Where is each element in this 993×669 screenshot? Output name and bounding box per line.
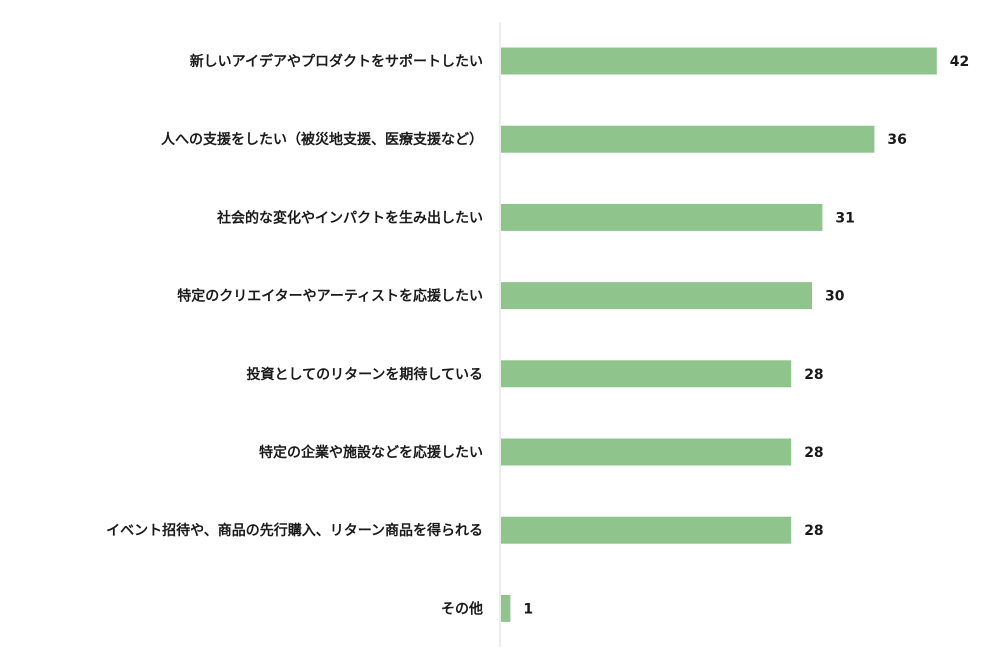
bar-0	[501, 47, 937, 75]
bars-layer: 新しいアイデアやプロダクトをサポートしたい 42 人への支援をしたい（被災地支援、医…	[106, 47, 969, 622]
category-label-5: 特定の企業や施設などを応援したい	[259, 444, 483, 461]
value-label-5: 28	[804, 445, 823, 461]
value-label-6: 28	[804, 523, 823, 539]
bar-3	[501, 282, 812, 310]
bar-1	[501, 125, 875, 153]
category-label-6: イベント招待や、商品の先行購入、リターン商品を得られる	[106, 522, 483, 539]
bar-2	[501, 203, 823, 231]
value-label-7: 1	[523, 601, 533, 617]
bar-7	[501, 594, 511, 622]
value-label-2: 31	[835, 210, 854, 226]
value-label-1: 36	[887, 132, 906, 148]
bar-5	[501, 438, 792, 466]
value-label-0: 42	[950, 54, 969, 70]
category-label-2: 社会的な変化やインパクトを生み出したい	[216, 209, 483, 226]
category-label-0: 新しいアイデアやプロダクトをサポートしたい	[190, 53, 483, 70]
category-label-1: 人への支援をしたい（被災地支援、医療支援など）	[161, 131, 483, 148]
value-label-3: 30	[825, 289, 845, 305]
value-label-4: 28	[804, 367, 823, 383]
category-label-7: その他	[441, 600, 483, 617]
bar-4	[501, 360, 792, 388]
category-label-4: 投資としてのリターンを期待している	[247, 366, 483, 383]
category-label-3: 特定のクリエイターやアーティストを応援したい	[177, 288, 483, 305]
bar-6	[501, 516, 792, 544]
